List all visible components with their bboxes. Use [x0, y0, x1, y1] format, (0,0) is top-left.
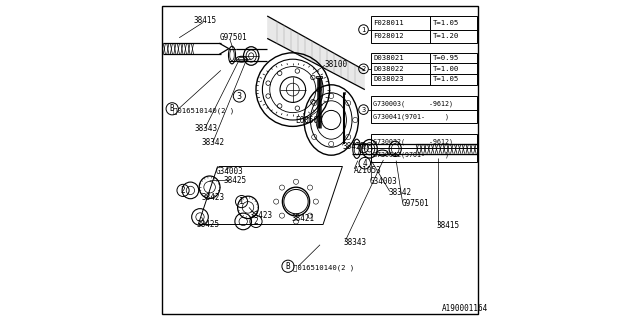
- Text: T=1.05: T=1.05: [433, 20, 459, 26]
- Text: 38423: 38423: [250, 211, 273, 220]
- Text: D038021: D038021: [373, 55, 404, 61]
- Text: 38342: 38342: [388, 188, 412, 197]
- Text: 38421: 38421: [291, 214, 314, 223]
- Text: 2: 2: [180, 186, 186, 195]
- Text: T=1.00: T=1.00: [433, 66, 459, 72]
- Text: D038023: D038023: [373, 76, 404, 82]
- Text: E00504: E00504: [296, 116, 323, 125]
- Text: Ⓑ016510140(2 ): Ⓑ016510140(2 ): [173, 107, 235, 114]
- Text: 38342: 38342: [202, 138, 225, 147]
- Text: 1: 1: [362, 27, 365, 33]
- Text: G730042(9701-     ): G730042(9701- ): [373, 152, 449, 158]
- Text: F028011: F028011: [373, 20, 404, 26]
- Text: 38423: 38423: [202, 193, 225, 202]
- Text: G730003(      -9612): G730003( -9612): [373, 100, 453, 107]
- Text: T=0.95: T=0.95: [433, 55, 459, 61]
- Text: B: B: [285, 262, 291, 271]
- Text: 38343: 38343: [344, 238, 367, 247]
- Text: Ⓑ016510140(2 ): Ⓑ016510140(2 ): [292, 264, 354, 270]
- Text: 38100: 38100: [325, 60, 348, 68]
- Bar: [371, 96, 477, 123]
- Text: G34003: G34003: [216, 167, 244, 176]
- Text: 38343: 38343: [195, 124, 218, 133]
- Text: 2: 2: [253, 217, 259, 226]
- Text: D038022: D038022: [373, 66, 404, 72]
- Text: 1: 1: [239, 197, 244, 206]
- Text: T=1.20: T=1.20: [433, 33, 459, 39]
- Text: A190001164: A190001164: [442, 304, 488, 313]
- Text: 38415: 38415: [437, 221, 460, 230]
- Text: 3: 3: [237, 92, 242, 100]
- Text: G97501: G97501: [402, 199, 429, 208]
- Text: G34003: G34003: [370, 177, 397, 186]
- Text: G97501: G97501: [219, 33, 247, 42]
- Bar: [317, 76, 322, 78]
- Bar: [371, 134, 477, 162]
- Text: T=1.05: T=1.05: [433, 76, 459, 82]
- Text: 38425: 38425: [224, 176, 247, 185]
- Bar: [371, 53, 477, 85]
- Text: G730041(9701-     ): G730041(9701- ): [373, 113, 449, 120]
- Text: G730032(      -9612): G730032( -9612): [373, 139, 453, 145]
- Text: 3: 3: [362, 107, 365, 113]
- Text: F028012: F028012: [373, 33, 404, 39]
- Text: 38425: 38425: [197, 220, 220, 229]
- Polygon shape: [268, 16, 365, 90]
- Text: 2: 2: [362, 66, 365, 72]
- Bar: [371, 16, 477, 43]
- Text: 38427: 38427: [342, 142, 365, 151]
- Text: A21053: A21053: [354, 166, 381, 175]
- Text: 4: 4: [362, 159, 367, 168]
- Text: 4: 4: [362, 145, 365, 151]
- Text: 38415: 38415: [193, 16, 217, 25]
- Text: B: B: [170, 104, 175, 113]
- Bar: [343, 92, 346, 94]
